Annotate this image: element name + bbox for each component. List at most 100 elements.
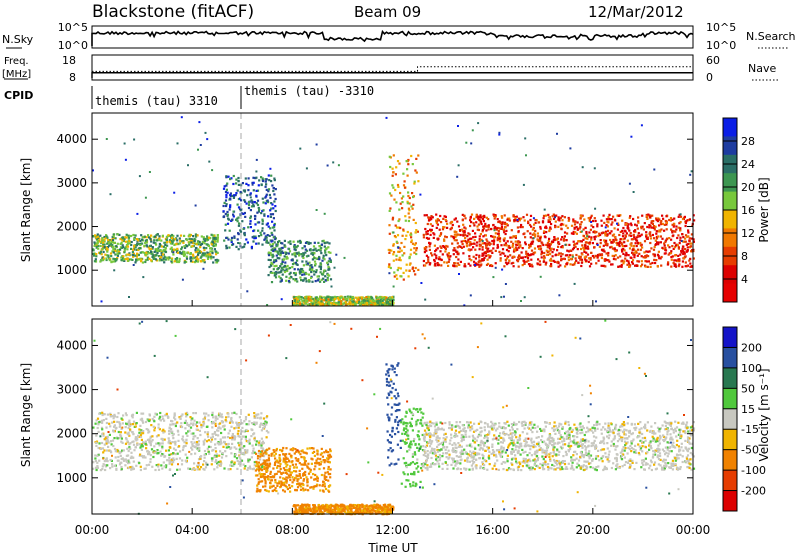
velocity-point — [298, 472, 301, 476]
power-point — [589, 256, 592, 260]
velocity-point — [177, 430, 180, 433]
power-point — [520, 223, 523, 227]
power-point — [611, 254, 614, 257]
power-point — [408, 257, 411, 260]
power-point — [552, 213, 555, 216]
power-point — [597, 259, 600, 262]
power-point — [192, 241, 195, 245]
velocity-point — [109, 458, 112, 462]
power-point — [357, 300, 360, 303]
power-point — [526, 252, 530, 255]
velocity-point — [211, 449, 214, 452]
velocity-point — [105, 458, 108, 461]
power-point — [574, 257, 577, 260]
power-point — [653, 168, 656, 171]
power-point — [455, 231, 458, 234]
power-point — [136, 252, 139, 255]
power-point — [307, 298, 310, 301]
power-point — [242, 212, 245, 215]
power-point — [631, 249, 634, 252]
power-point — [500, 225, 504, 229]
power-point — [567, 250, 570, 253]
power-point — [624, 257, 627, 260]
velocity-point — [168, 432, 171, 435]
power-point — [235, 182, 238, 185]
power-point — [160, 252, 163, 255]
power-point — [141, 238, 144, 241]
velocity-point — [106, 464, 109, 467]
power-point — [174, 248, 177, 251]
velocity-point — [185, 460, 188, 464]
power-point — [304, 301, 307, 304]
power-point — [197, 258, 200, 261]
power-point — [529, 236, 532, 239]
power-point — [479, 233, 482, 236]
power-point — [384, 301, 387, 304]
power-point — [474, 235, 477, 238]
velocity-point — [225, 446, 228, 449]
velocity-point — [315, 462, 318, 465]
power-point — [337, 298, 340, 301]
cpid-entry-1: themis (tau) 3310 — [95, 94, 218, 108]
velocity-point — [127, 433, 130, 436]
velocity-point — [170, 459, 173, 462]
velocity-point — [157, 423, 160, 426]
power-point — [180, 116, 183, 119]
power-point — [577, 240, 581, 243]
power-point — [576, 221, 579, 224]
velocity-point — [260, 446, 263, 449]
power-point — [593, 167, 596, 170]
power-point — [203, 239, 206, 242]
power-point — [463, 226, 466, 229]
power-point — [319, 265, 323, 268]
power-point — [188, 235, 191, 238]
power-point — [354, 296, 357, 299]
power-point — [205, 239, 208, 242]
power-point — [618, 242, 621, 245]
power-point — [389, 165, 392, 169]
power-point — [497, 234, 501, 237]
power-point — [605, 252, 608, 255]
power-point — [271, 253, 274, 256]
power-point — [673, 217, 676, 220]
power-point — [547, 219, 550, 222]
power-point — [678, 222, 681, 225]
velocity-point — [259, 453, 262, 456]
power-point — [494, 266, 497, 269]
power-point — [485, 254, 488, 258]
power-point — [679, 236, 682, 239]
power-point — [503, 295, 505, 298]
power-point — [644, 256, 648, 259]
power-point — [410, 233, 413, 236]
power-point — [497, 220, 500, 224]
power-point — [457, 125, 459, 127]
velocity-point — [270, 454, 273, 457]
power-point — [437, 237, 440, 240]
power-point — [333, 295, 336, 298]
power-point — [293, 244, 296, 247]
power-point — [172, 234, 175, 238]
power-point — [576, 242, 579, 245]
power-point — [690, 170, 693, 173]
power-point — [195, 235, 198, 238]
velocity-point — [100, 426, 104, 429]
power-point — [216, 236, 219, 239]
power-point — [566, 232, 569, 235]
power-point — [301, 260, 304, 263]
power-point — [279, 277, 282, 280]
power-point — [580, 240, 583, 243]
power-point — [386, 298, 389, 301]
power-point — [663, 244, 666, 247]
power-point — [396, 160, 400, 163]
power-point — [210, 233, 213, 236]
power-point — [95, 242, 98, 245]
power-point — [561, 215, 564, 218]
power-point — [315, 269, 318, 272]
power-point — [243, 243, 246, 246]
power-point — [295, 246, 298, 249]
power-point — [385, 116, 388, 119]
power-point — [463, 263, 466, 266]
power-point — [492, 276, 495, 279]
velocity-point — [164, 466, 168, 469]
power-point — [267, 258, 270, 261]
